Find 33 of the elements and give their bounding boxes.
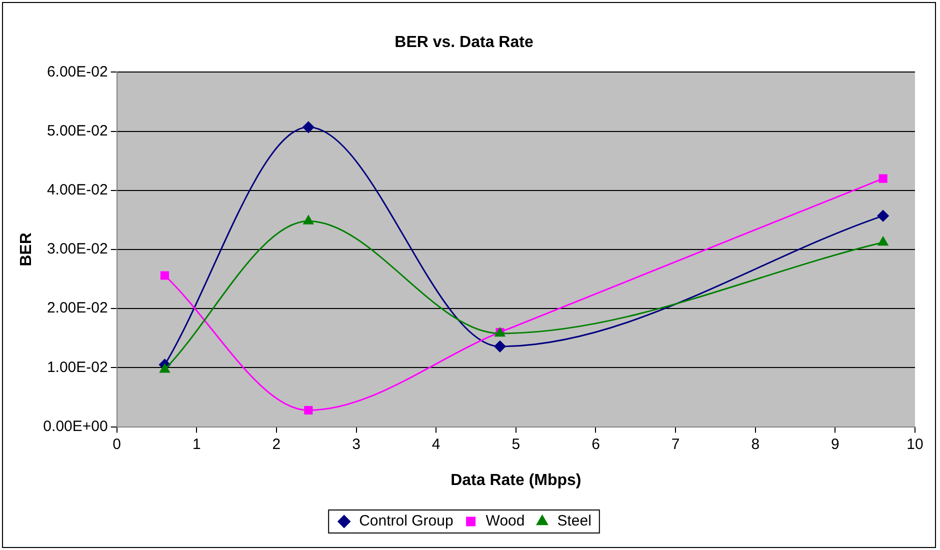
x-tick-label: 10 (906, 436, 924, 453)
legend-label: Control Group (359, 512, 454, 530)
y-tick-label: 6.00E-02 (46, 63, 108, 80)
legend-label: Wood (486, 512, 525, 530)
chart-title: BER vs. Data Rate (394, 34, 534, 52)
point (160, 364, 170, 373)
x-tick-label: 1 (192, 436, 201, 453)
point (494, 340, 506, 352)
x-tick-label: 8 (751, 436, 760, 453)
point (302, 121, 314, 133)
x-tick-label: 4 (432, 436, 440, 453)
point (304, 406, 313, 415)
x-tick-label: 2 (272, 436, 281, 453)
x-tick-label: 9 (831, 436, 840, 453)
point (303, 215, 314, 224)
legend-label: Steel (557, 512, 592, 530)
y-tick-label: 3.00E-02 (46, 240, 108, 258)
x-tick-label: 6 (592, 436, 600, 453)
y-tick-label: 5.00E-02 (46, 122, 108, 140)
x-tick-label: 3 (352, 436, 360, 453)
x-tick-label: 7 (671, 436, 680, 453)
point (877, 210, 889, 222)
point (160, 271, 170, 280)
y-tick-label: 2.00E-02 (46, 300, 108, 317)
y-tick-label: 1.00E-02 (46, 358, 108, 376)
y-tick-label: 4.00E-02 (46, 182, 108, 199)
point (878, 236, 888, 246)
x-tick-label: 0 (112, 436, 122, 453)
y-axis-title: BER (18, 232, 36, 266)
x-tick-label: 5 (512, 436, 520, 453)
y-tick-label: 0.00E+00 (43, 418, 108, 435)
point (878, 174, 888, 183)
x-axis-title: Data Rate (Mbps) (450, 472, 582, 489)
